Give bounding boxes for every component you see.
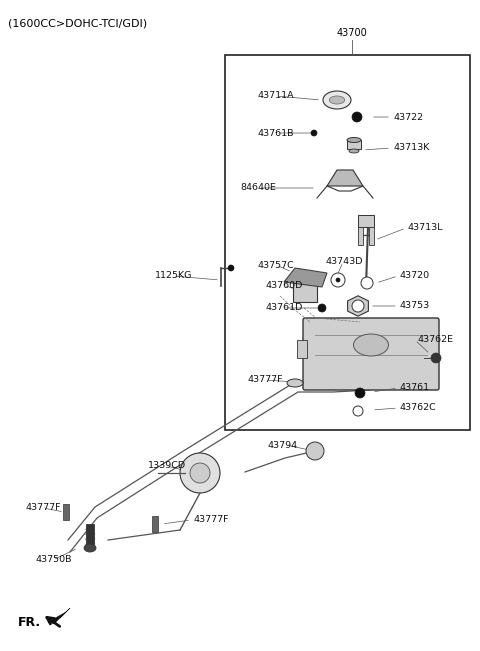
Bar (347, 140, 361, 149)
Bar (63, 504, 69, 520)
Polygon shape (348, 296, 368, 316)
Text: 43711A: 43711A (258, 92, 295, 100)
Ellipse shape (323, 91, 351, 109)
Circle shape (228, 265, 234, 271)
Circle shape (353, 406, 363, 416)
Text: 43794: 43794 (268, 441, 298, 449)
Text: 43713K: 43713K (393, 143, 430, 152)
Text: 43720: 43720 (400, 271, 430, 281)
Text: (1600CC>DOHC-TCI/GDI): (1600CC>DOHC-TCI/GDI) (8, 18, 147, 28)
Text: 43713L: 43713L (408, 223, 444, 232)
Bar (86, 524, 94, 544)
Text: 43777F: 43777F (193, 516, 228, 525)
Text: 43743D: 43743D (325, 258, 362, 266)
Circle shape (336, 278, 340, 282)
Polygon shape (327, 170, 363, 186)
Text: 43777F: 43777F (247, 376, 283, 385)
Text: 43761B: 43761B (258, 128, 295, 137)
Ellipse shape (347, 137, 361, 143)
Circle shape (318, 304, 326, 312)
Ellipse shape (287, 379, 303, 387)
Polygon shape (48, 608, 70, 624)
Text: 43761D: 43761D (265, 303, 302, 312)
Circle shape (180, 453, 220, 493)
Bar (152, 516, 158, 532)
Text: 43750B: 43750B (35, 555, 72, 564)
Text: 84640E: 84640E (240, 184, 276, 193)
Ellipse shape (329, 96, 345, 104)
Bar (358, 227, 363, 245)
Bar (225, 55, 470, 430)
Text: 43777F: 43777F (25, 503, 60, 512)
Text: 1339CD: 1339CD (148, 462, 186, 471)
Text: 43753: 43753 (400, 301, 430, 311)
Circle shape (431, 353, 441, 363)
Ellipse shape (353, 334, 388, 356)
Text: 43762E: 43762E (417, 335, 453, 344)
Text: 43761: 43761 (400, 383, 430, 393)
Circle shape (352, 300, 364, 312)
Text: 43757C: 43757C (258, 260, 295, 270)
Circle shape (361, 277, 373, 289)
Text: 43722: 43722 (393, 113, 423, 122)
Bar (358, 215, 374, 227)
Circle shape (306, 442, 324, 460)
Text: 1125KG: 1125KG (155, 271, 192, 281)
Text: FR.: FR. (18, 615, 41, 628)
Text: 43762C: 43762C (400, 404, 437, 413)
Bar (297, 340, 307, 358)
Polygon shape (284, 268, 327, 287)
Circle shape (331, 273, 345, 287)
Circle shape (352, 112, 362, 122)
Text: 43760D: 43760D (265, 281, 302, 290)
Circle shape (355, 388, 365, 398)
FancyBboxPatch shape (303, 318, 439, 390)
Circle shape (190, 463, 210, 483)
Ellipse shape (349, 149, 359, 153)
Text: 43700: 43700 (336, 28, 367, 38)
Ellipse shape (84, 544, 96, 552)
Circle shape (311, 130, 317, 136)
Bar (293, 282, 317, 302)
Bar (369, 227, 374, 245)
